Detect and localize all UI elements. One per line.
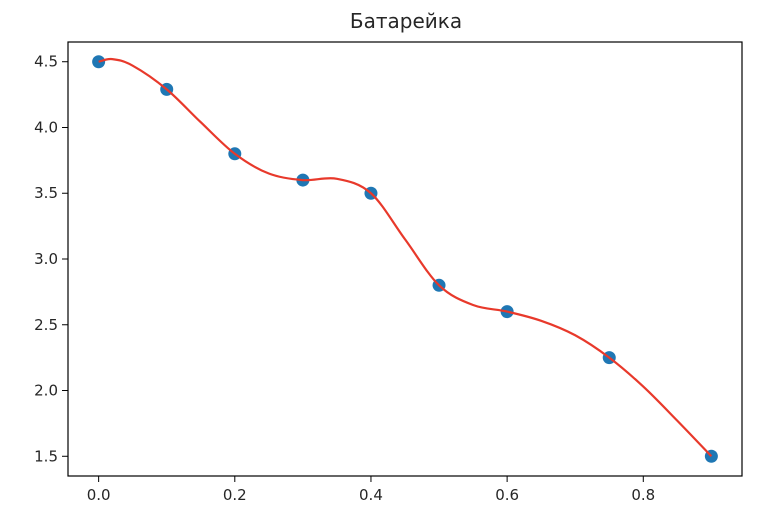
x-tick-label: 0.2 <box>223 486 247 504</box>
y-tick-label: 2.5 <box>34 316 58 334</box>
y-tick-label: 1.5 <box>34 447 58 465</box>
x-tick-label: 0.6 <box>495 486 519 504</box>
fitted-curve <box>98 57 713 458</box>
x-tick-label: 0.8 <box>631 486 655 504</box>
y-tick-label: 2.0 <box>34 382 58 400</box>
plot-area <box>92 55 718 463</box>
x-tick-label: 0.0 <box>87 486 111 504</box>
axes-frame <box>67 41 743 477</box>
y-tick-label: 3.0 <box>34 250 58 268</box>
y-tick-label: 4.0 <box>34 118 58 136</box>
y-tick-label: 4.5 <box>34 53 58 71</box>
chart-title: Батарейка <box>350 9 462 33</box>
x-axis: 0.0 0.2 0.4 0.6 0.8 <box>87 476 655 504</box>
y-axis: 1.5 2.0 2.5 3.0 3.5 4.0 4.5 <box>34 53 68 465</box>
y-tick-label: 3.5 <box>34 184 58 202</box>
x-tick-label: 0.4 <box>359 486 383 504</box>
